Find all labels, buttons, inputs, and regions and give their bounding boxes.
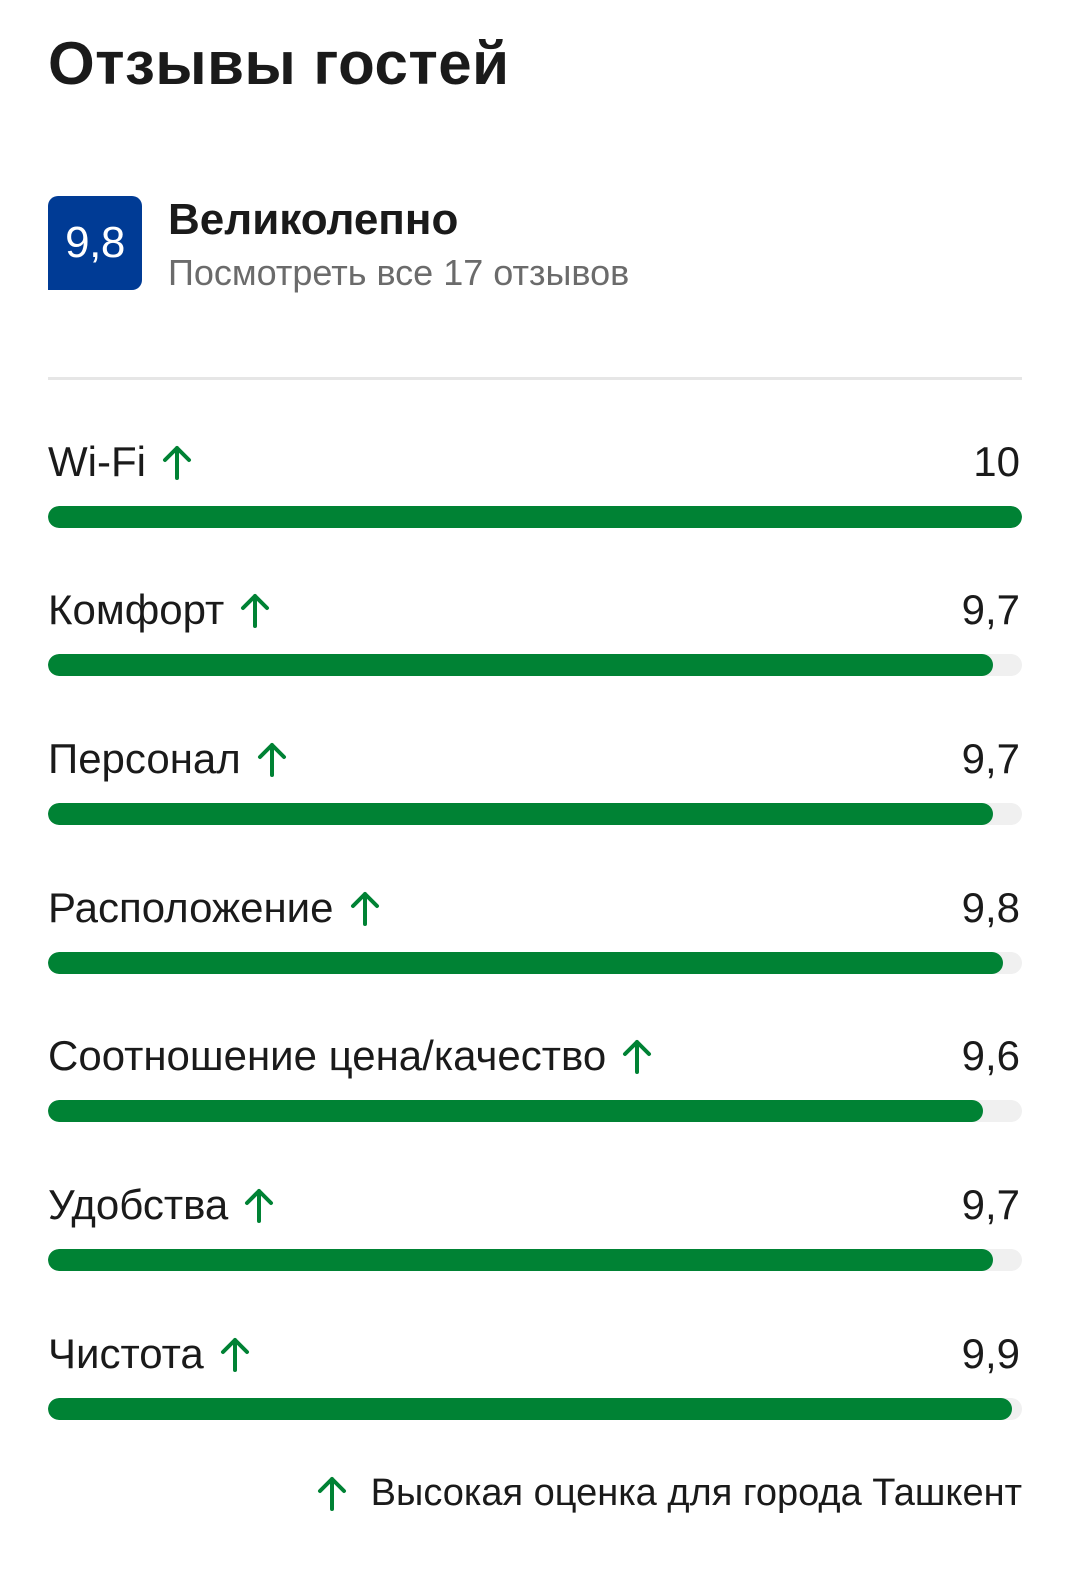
category-label: Комфорт <box>48 586 225 633</box>
score-bar-fill <box>48 654 993 676</box>
category-row: Чистота 9,9 <box>48 1324 1022 1424</box>
category-label: Расположение <box>48 884 334 931</box>
rating-label: Великолепно <box>168 195 459 244</box>
arrow-up-icon <box>158 442 196 482</box>
arrow-up-icon <box>216 1334 254 1374</box>
arrow-up-icon <box>346 888 384 928</box>
score-bar <box>48 506 1022 528</box>
score-bar-fill <box>48 506 1022 528</box>
category-row: Расположение 9,8 <box>48 878 1022 978</box>
category-score: 9,8 <box>961 884 1020 931</box>
divider <box>48 377 1022 380</box>
score-bar <box>48 952 1022 974</box>
category-row: Удобства 9,7 <box>48 1175 1022 1275</box>
score-bar <box>48 654 1022 676</box>
score-badge: 9,8 <box>48 196 142 290</box>
score-bar <box>48 1398 1022 1420</box>
page-title: Отзывы гостей <box>48 30 510 97</box>
category-label: Соотношение цена/качество <box>48 1032 607 1079</box>
score-bar <box>48 1100 1022 1122</box>
view-all-reviews-link[interactable]: Посмотреть все 17 отзывов <box>168 252 630 293</box>
category-label: Персонал <box>48 735 241 782</box>
category-score: 9,6 <box>961 1032 1020 1079</box>
category-row: Комфорт 9,7 <box>48 580 1022 680</box>
category-score: 9,7 <box>961 1181 1020 1228</box>
category-label: Удобства <box>48 1181 229 1228</box>
category-score: 9,7 <box>961 586 1020 633</box>
category-label: Wi-Fi <box>48 438 146 485</box>
legend: Высокая оценка для города Ташкент <box>313 1470 1022 1516</box>
arrow-up-icon <box>253 739 291 779</box>
arrow-up-icon <box>236 590 274 630</box>
category-score: 9,9 <box>961 1330 1020 1377</box>
arrow-up-icon <box>240 1185 278 1225</box>
category-label: Чистота <box>48 1330 204 1377</box>
score-bar-fill <box>48 1398 1013 1420</box>
arrow-up-icon <box>313 1473 351 1513</box>
category-score: 9,7 <box>961 735 1020 782</box>
score-bar <box>48 803 1022 825</box>
category-row: Персонал 9,7 <box>48 729 1022 829</box>
category-score: 10 <box>973 438 1020 485</box>
score-bar <box>48 1249 1022 1271</box>
score-bar-fill <box>48 1249 993 1271</box>
category-row: Wi-Fi 10 <box>48 432 1022 532</box>
category-row: Соотношение цена/качество 9,6 <box>48 1026 1022 1126</box>
score-bar-fill <box>48 803 993 825</box>
legend-text: Высокая оценка для города Ташкент <box>370 1472 1022 1514</box>
score-bar-fill <box>48 1100 984 1122</box>
review-summary[interactable]: 9,8 Великолепно Посмотреть все 17 отзыво… <box>48 195 1022 296</box>
score-bar-fill <box>48 952 1003 974</box>
arrow-up-icon <box>618 1036 656 1076</box>
